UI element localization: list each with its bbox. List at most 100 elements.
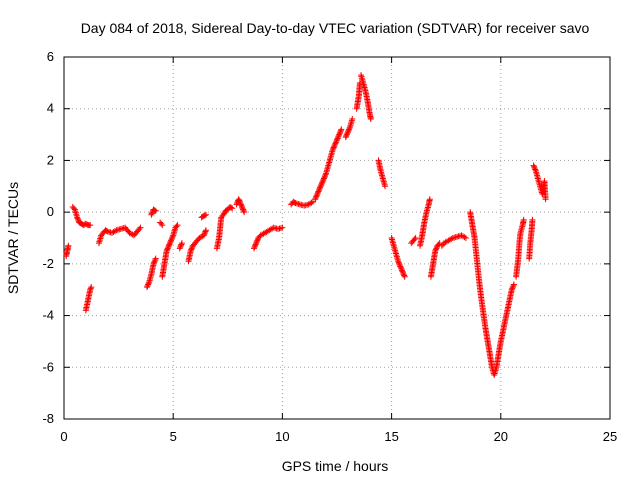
data-point (239, 205, 246, 212)
data-point (318, 181, 325, 188)
data-point (322, 171, 329, 178)
data-point (411, 236, 418, 243)
data-point (166, 240, 173, 247)
data-point (337, 127, 344, 134)
data-point (314, 191, 321, 198)
data-point (318, 180, 325, 187)
data-point (531, 165, 538, 172)
data-point (144, 282, 151, 289)
data-point (335, 132, 342, 139)
y-axis-label: SDTVAR / TECUs (5, 182, 21, 294)
data-point (320, 176, 327, 183)
data-point (312, 194, 319, 201)
plot-frame (63, 56, 611, 420)
data-point (188, 246, 195, 253)
data-point (178, 240, 185, 247)
y-tick-label: -6 (42, 359, 54, 374)
grid (64, 57, 610, 419)
data-point (201, 212, 208, 219)
data-point (344, 128, 351, 135)
data-point (163, 247, 170, 254)
data-point (237, 200, 244, 207)
x-tick-label: 15 (384, 429, 398, 444)
data-point (220, 211, 227, 218)
data-point (151, 207, 158, 214)
y-tick-label: 4 (47, 101, 54, 116)
data-point (345, 127, 352, 134)
data-point (165, 244, 172, 251)
data-point (74, 214, 81, 221)
data-point (314, 189, 321, 196)
data-point (531, 163, 538, 170)
data-point (152, 256, 159, 263)
data-point (313, 192, 320, 199)
data-point (344, 130, 351, 137)
data-point (509, 285, 516, 292)
data-point (316, 185, 323, 192)
data-point (167, 238, 174, 245)
data-point (158, 220, 165, 227)
data-point (330, 144, 337, 151)
data-point (321, 174, 328, 181)
data-point (202, 211, 209, 218)
data-point (426, 196, 433, 203)
data-point (338, 126, 345, 133)
data-point (177, 242, 184, 249)
y-tick-label: -8 (42, 411, 54, 426)
data-point (65, 242, 72, 249)
data-point (235, 196, 242, 203)
y-tick-label: -4 (42, 308, 54, 323)
data-point (159, 222, 166, 229)
data-point (395, 259, 402, 266)
data-point (164, 246, 171, 253)
chart-title: Day 084 of 2018, Sidereal Day-to-day VTE… (81, 20, 590, 36)
x-tick-label: 25 (603, 429, 617, 444)
data-point (461, 234, 468, 241)
data-point (87, 222, 94, 229)
data-point (336, 130, 343, 137)
data-point (178, 241, 185, 248)
data-point (237, 201, 244, 208)
data-point (229, 205, 236, 212)
data-point (331, 143, 338, 150)
data-point (509, 284, 516, 291)
data-point (398, 266, 405, 273)
data-point (397, 264, 404, 271)
y-tick-label: 6 (47, 49, 54, 64)
data-point (433, 245, 440, 252)
data-point (164, 245, 171, 252)
data-point (343, 131, 350, 138)
data-point (152, 255, 159, 262)
data-point (321, 172, 328, 179)
data-point (251, 244, 258, 251)
data-point (401, 273, 408, 280)
data-point (238, 202, 245, 209)
data-point (75, 216, 82, 223)
data-point (400, 269, 407, 276)
data-point (187, 247, 194, 254)
data-point (317, 183, 324, 190)
axes (63, 56, 611, 420)
data-point (202, 228, 209, 235)
data-point (346, 126, 353, 133)
data-point (253, 238, 260, 245)
data-point (188, 245, 195, 252)
data-point (349, 116, 356, 123)
data-point (342, 134, 349, 141)
data-point (315, 188, 322, 195)
data-point (201, 229, 208, 236)
data-point (332, 140, 339, 147)
data-point (291, 199, 298, 206)
data-point (462, 235, 469, 241)
data-point (329, 147, 336, 154)
data-point (143, 284, 150, 291)
data-point (333, 138, 340, 145)
y-tick-label: 2 (47, 152, 54, 167)
data-point (395, 258, 402, 265)
data-point (168, 237, 175, 244)
data-point (510, 282, 517, 289)
data-point (320, 175, 327, 182)
data-point (145, 281, 152, 288)
x-axis-label: GPS time / hours (282, 458, 389, 474)
